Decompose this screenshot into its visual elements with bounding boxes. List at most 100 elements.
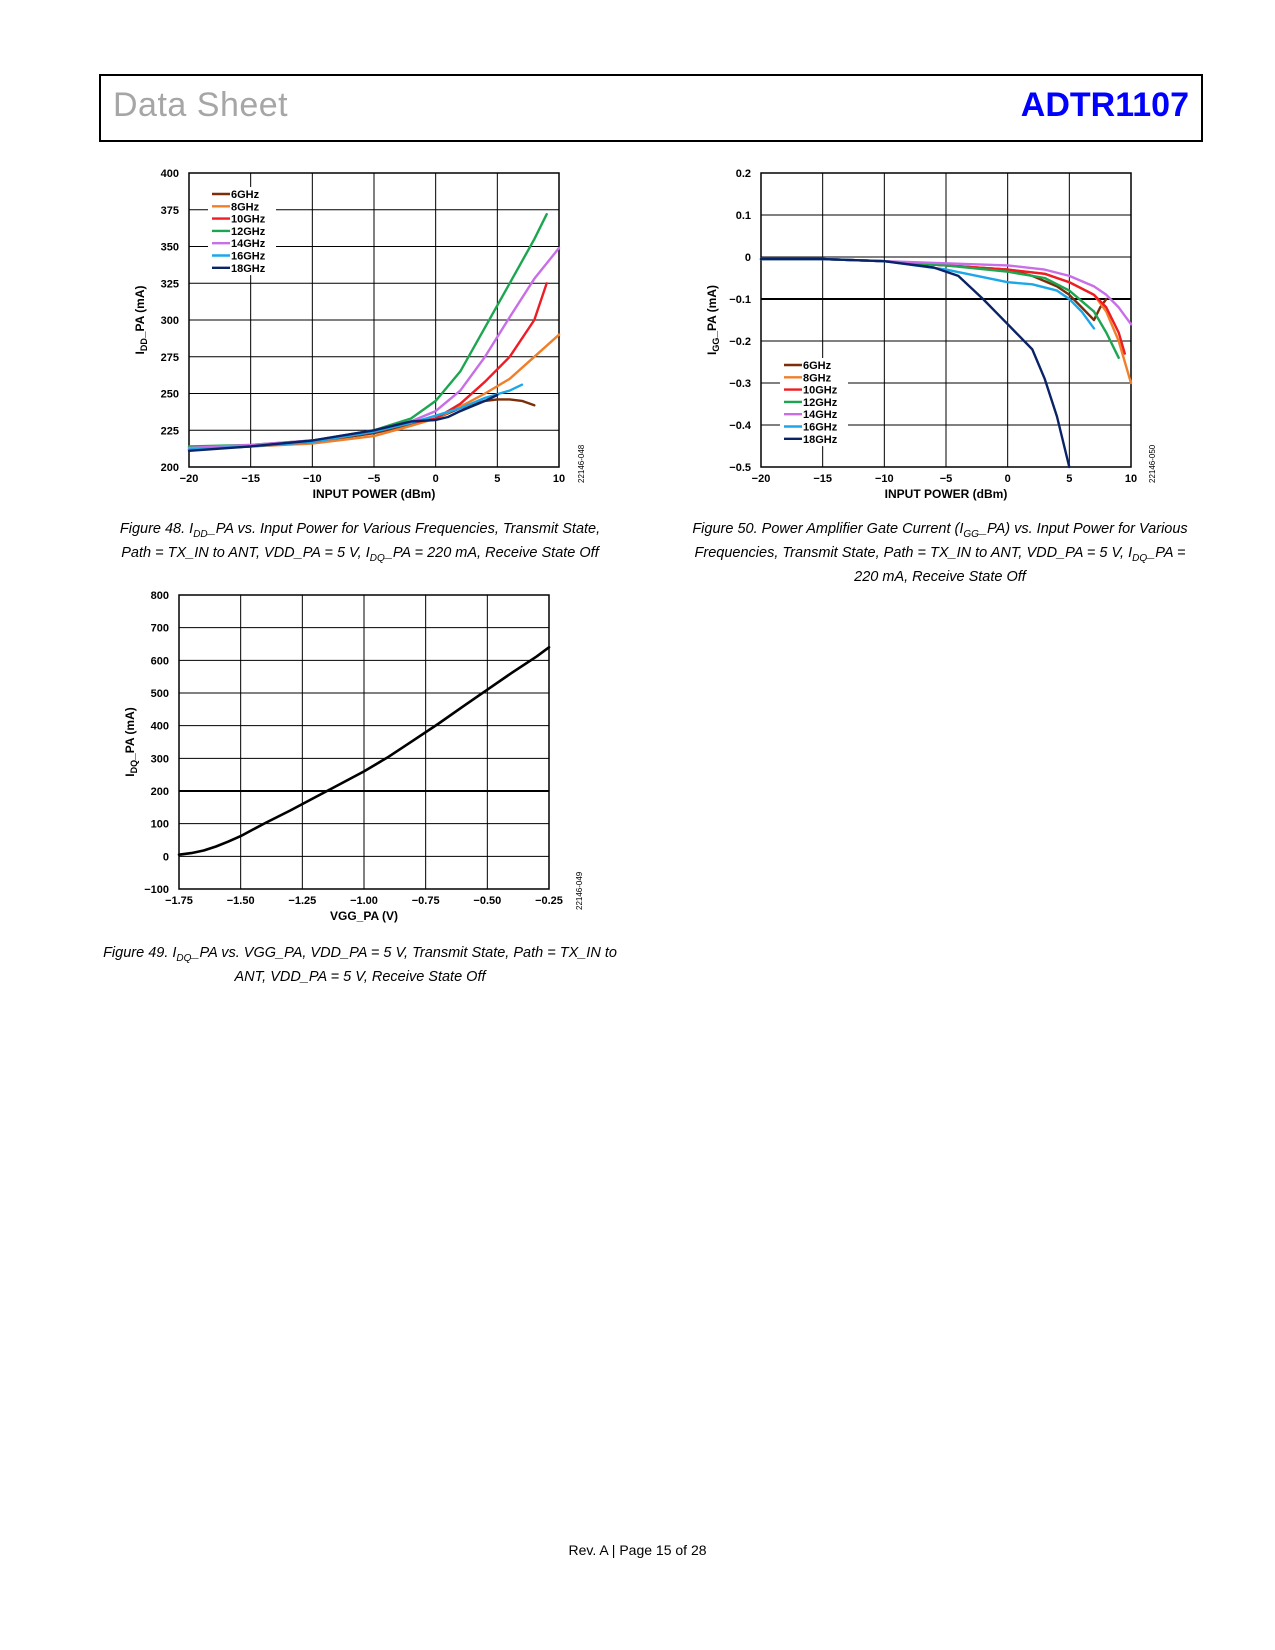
series-line [177, 645, 551, 857]
y-tick-label: 375 [161, 205, 179, 217]
legend-label: 6GHz [231, 189, 260, 201]
figure-49-caption: Figure 49. IDQ_PA vs. VGG_PA, VDD_PA = 5… [100, 944, 620, 987]
legend-label: 18GHz [803, 434, 838, 446]
x-tick-label: −20 [180, 473, 199, 485]
caption-text: Frequencies, Transmit State, Path = TX_I… [694, 544, 1133, 561]
x-tick-label: 10 [1125, 473, 1137, 485]
series-line [187, 393, 499, 452]
figure-code: 22146-049 [575, 871, 584, 910]
plot-frame [188, 172, 560, 468]
legend-label: 10GHz [231, 214, 266, 226]
page-header: Data Sheet ADTR1107 [99, 74, 1203, 142]
legend-label: 8GHz [231, 201, 260, 213]
caption-text: _PA vs. VGG_PA, VDD_PA = 5 V, Transmit S… [191, 945, 617, 961]
y-axis-label-main: I [133, 351, 147, 354]
caption-text: ANT, VDD_PA = 5 V, Receive State Off [234, 968, 486, 985]
x-tick-label: −20 [752, 473, 771, 485]
caption-text: Figure 49. I [103, 945, 177, 961]
legend-label: 18GHz [231, 263, 266, 275]
y-tick-label: 400 [151, 721, 169, 733]
caption-text: _PA) vs. Input Power for Various [978, 521, 1188, 537]
x-tick-label: −1.00 [350, 895, 378, 907]
x-tick-label: −0.50 [473, 895, 501, 907]
series-line [759, 257, 1071, 469]
caption-subscript: DD [193, 528, 208, 540]
legend-label: 12GHz [803, 397, 838, 409]
y-tick-label: 600 [151, 655, 169, 667]
legend-label: 8GHz [803, 372, 832, 384]
legend-label: 14GHz [803, 409, 838, 421]
y-axis-label-main: I [705, 352, 719, 355]
caption-subscript: GG [963, 528, 979, 540]
x-tick-label: −15 [813, 473, 832, 485]
y-axis-label-rest: _PA (mA) [123, 707, 137, 761]
y-tick-label: 275 [161, 352, 179, 364]
caption-text: Figure 50. Power Amplifier Gate Current … [692, 521, 964, 537]
caption-subscript: DQ [1132, 552, 1148, 564]
legend-label: 10GHz [803, 385, 838, 397]
x-tick-label: −0.25 [535, 895, 563, 907]
x-tick-label: −1.25 [288, 895, 316, 907]
y-axis-label-subscript: DQ [129, 760, 139, 774]
figure-code: 22146-050 [1148, 444, 1157, 483]
page-footer: Rev. A | Page 15 of 28 [568, 1542, 707, 1558]
x-tick-label: −5 [940, 473, 953, 485]
x-tick-label: −5 [368, 473, 381, 485]
legend-label: 6GHz [803, 360, 832, 372]
figure-code: 22146-048 [577, 444, 586, 483]
x-axis-label: VGG_PA (V) [330, 909, 398, 923]
figure-48-caption: Figure 48. IDD_PA vs. Input Power for Va… [110, 520, 610, 568]
y-axis-label-rest: _PA (mA) [705, 285, 719, 339]
y-tick-label: −100 [144, 884, 169, 896]
y-tick-label: 300 [151, 753, 169, 765]
x-tick-label: −0.75 [412, 895, 440, 907]
y-tick-label: 200 [161, 462, 179, 474]
legend-label: 14GHz [231, 238, 266, 250]
y-tick-label: −0.4 [729, 420, 752, 432]
y-axis-label: IDQ_PA (mA) [123, 707, 139, 777]
caption-text: Figure 48. I [119, 521, 194, 537]
y-tick-label: 0.1 [736, 210, 751, 222]
caption-subscript: DQ [369, 552, 385, 564]
header-product: ADTR1107 [1020, 86, 1189, 124]
x-tick-label: −10 [875, 473, 894, 485]
y-axis-label: IDD_PA (mA) [133, 285, 149, 354]
caption-text: 220 mA, Receive State Off [854, 568, 1026, 585]
y-tick-label: 700 [151, 623, 169, 635]
y-tick-label: 250 [161, 389, 179, 401]
caption-text: _PA = [1147, 544, 1186, 561]
plot-frame [760, 172, 1132, 468]
y-tick-label: 0.2 [736, 168, 751, 180]
y-axis-label-subscript: DD [139, 338, 149, 351]
y-tick-label: 0 [163, 851, 169, 863]
header-title: Data Sheet [113, 86, 289, 124]
legend-label: 16GHz [803, 422, 838, 434]
caption-subscript: DQ [176, 952, 192, 964]
y-tick-label: 300 [161, 315, 179, 327]
x-tick-label: −1.50 [227, 895, 255, 907]
series-line [759, 257, 1127, 355]
x-tick-label: −1.75 [165, 895, 193, 907]
caption-text: _PA = 220 mA, Receive State Off [384, 544, 599, 561]
x-tick-label: −15 [241, 473, 260, 485]
figure-50-caption: Figure 50. Power Amplifier Gate Current … [680, 520, 1200, 587]
caption-text: _PA vs. Input Power for Various Frequenc… [207, 521, 601, 537]
y-axis-label-rest: _PA (mA) [133, 285, 147, 339]
y-tick-label: −0.1 [729, 294, 751, 306]
x-axis-label: INPUT POWER (dBm) [313, 487, 436, 501]
x-axis-label: INPUT POWER (dBm) [885, 487, 1008, 501]
y-tick-label: 0 [745, 252, 751, 264]
x-tick-label: 0 [1005, 473, 1011, 485]
x-tick-label: 10 [553, 473, 565, 485]
y-tick-label: 200 [151, 786, 169, 798]
y-tick-label: 225 [161, 425, 179, 437]
y-tick-label: −0.3 [729, 378, 751, 390]
y-tick-label: 500 [151, 688, 169, 700]
x-tick-label: 0 [433, 473, 439, 485]
y-tick-label: 350 [161, 242, 179, 254]
y-tick-label: −0.2 [729, 336, 751, 348]
caption-text: Path = TX_IN to ANT, VDD_PA = 5 V, I [121, 544, 370, 561]
y-axis-label: IGG_PA (mA) [705, 285, 721, 355]
